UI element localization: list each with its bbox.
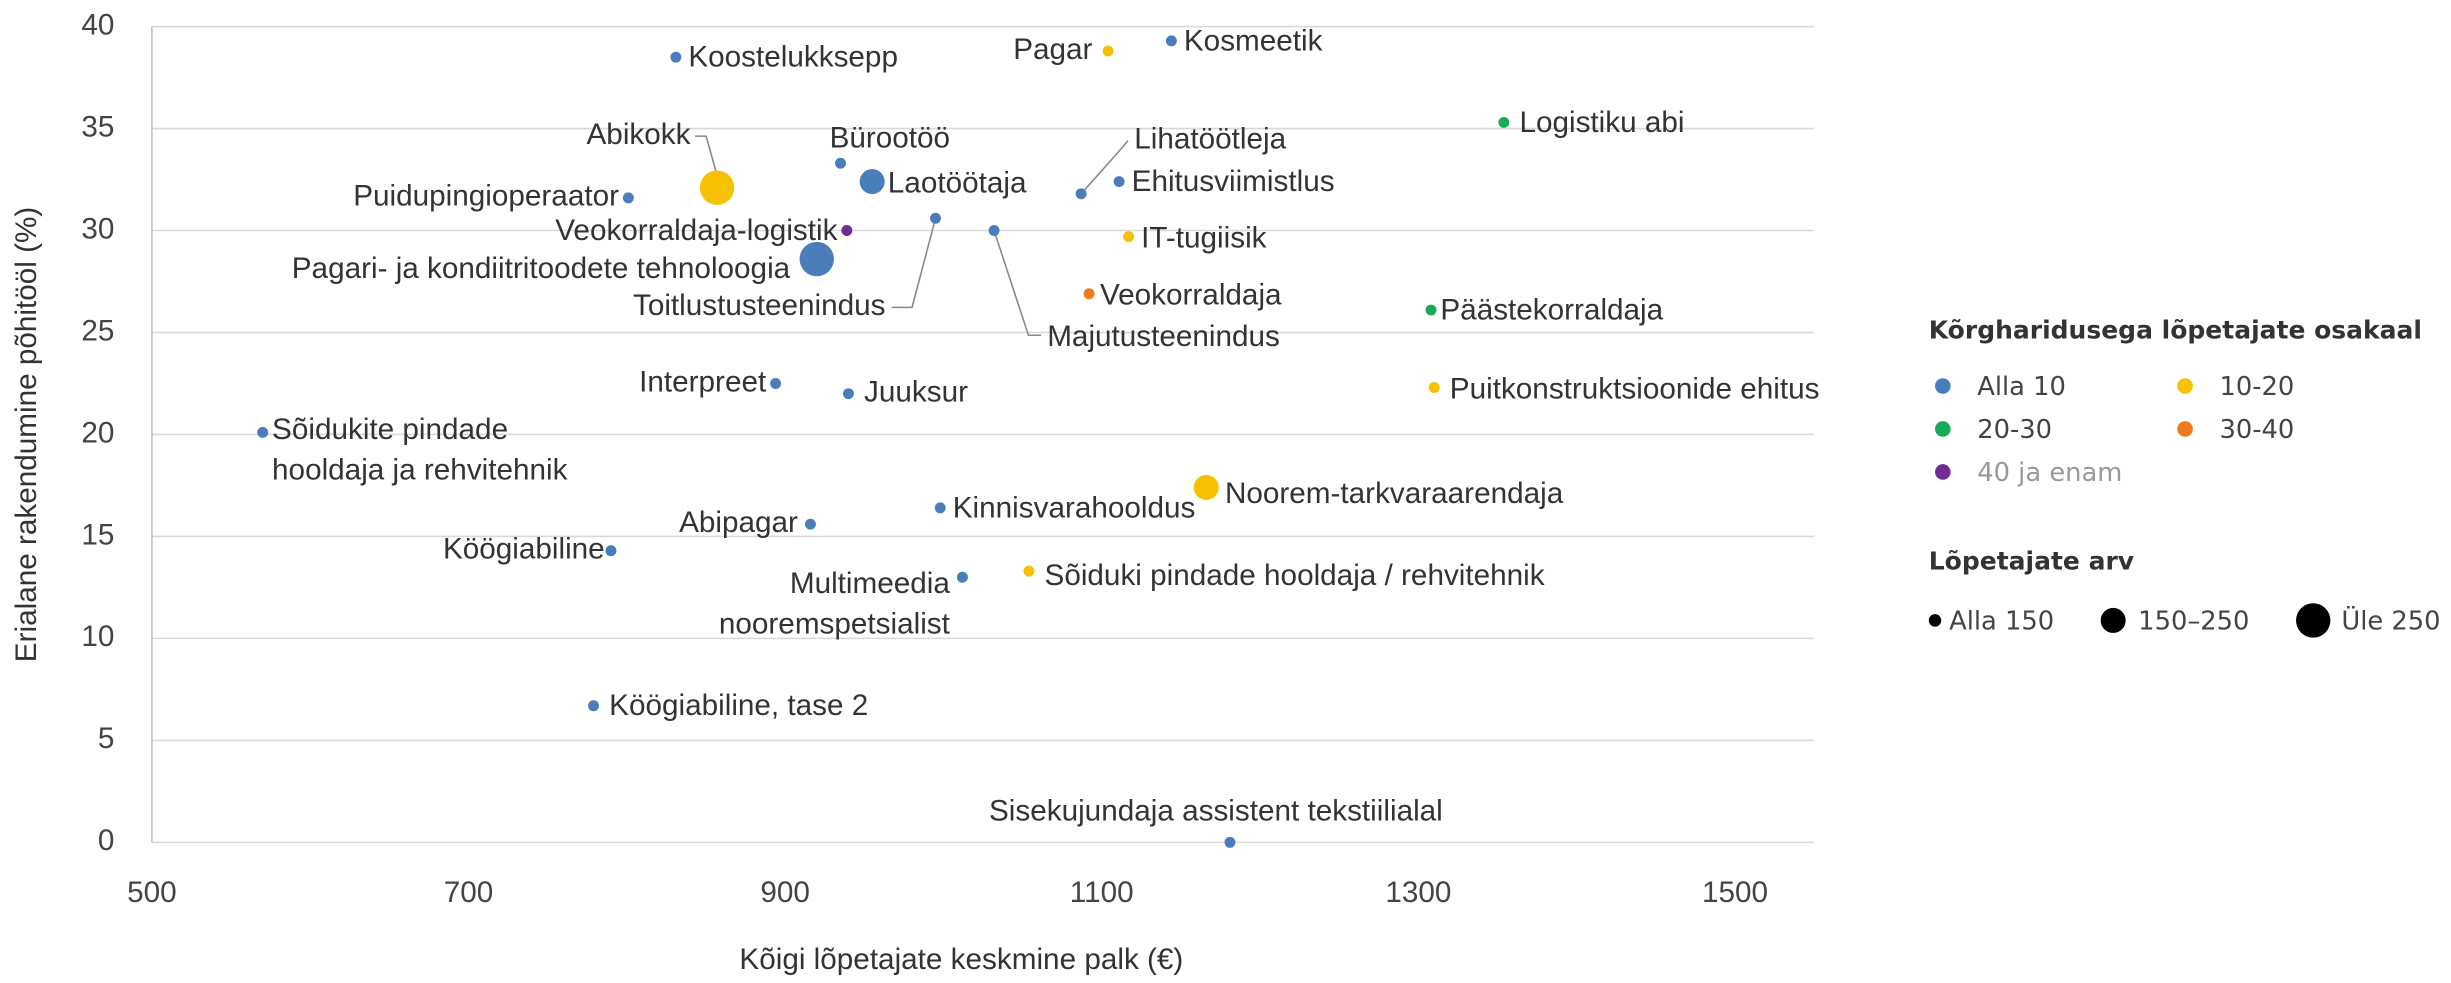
legend-marker xyxy=(1935,378,1951,394)
x-tick-label: 1500 xyxy=(1702,876,1768,909)
point xyxy=(622,192,634,204)
legend-label: 10-20 xyxy=(2219,372,2294,402)
point xyxy=(1428,382,1440,394)
point xyxy=(1083,288,1095,300)
point xyxy=(1123,231,1135,243)
point xyxy=(842,388,854,400)
point xyxy=(934,502,946,514)
point xyxy=(930,212,941,224)
point xyxy=(859,169,885,195)
point xyxy=(956,571,968,583)
point-label: Sõiduki pindade hooldaja / rehvitehnik xyxy=(1045,559,1545,592)
size-legend-title: Lõpetajate arv xyxy=(1929,547,2134,576)
y-tick-label: 20 xyxy=(81,416,114,449)
leader-line xyxy=(695,135,718,176)
point-label: IT-tugiisik xyxy=(1141,222,1267,255)
point xyxy=(770,378,782,389)
point-label: Juuksur xyxy=(864,376,968,409)
point xyxy=(588,700,600,712)
x-tick-label: 1300 xyxy=(1385,876,1451,909)
y-tick-label: 35 xyxy=(81,110,114,143)
point-label: Laotöötaja xyxy=(888,167,1027,200)
point-label: Lihatöötleja xyxy=(1134,123,1286,156)
point xyxy=(1102,45,1114,57)
size-legend-marker xyxy=(2296,603,2331,638)
point xyxy=(835,157,846,169)
point xyxy=(804,518,816,530)
point-label: Toitlustusteenindus xyxy=(633,289,886,322)
y-tick-label: 40 xyxy=(81,8,114,41)
point xyxy=(1425,304,1437,316)
point xyxy=(1498,116,1510,128)
x-tick-label: 500 xyxy=(127,876,177,909)
point xyxy=(1165,35,1177,47)
point xyxy=(1193,474,1219,500)
point xyxy=(1023,565,1035,577)
point-label: Kosmeetik xyxy=(1184,24,1323,57)
point-label: Bürootöö xyxy=(830,122,951,155)
point-label: Multimeedia nooremspetsialist xyxy=(719,567,951,641)
point-label: Pagari- ja kondiitritoodete tehnoloogia xyxy=(292,252,791,285)
x-axis-label: Kõigi lõpetajate keskmine palk (€) xyxy=(739,943,1183,976)
y-tick-label: 5 xyxy=(98,722,115,755)
point xyxy=(799,241,834,277)
point-label: Sõidukite pindade hooldaja ja rehvitehnik xyxy=(272,413,568,487)
legend-label: 30-40 xyxy=(2219,415,2294,445)
y-tick-label: 10 xyxy=(81,620,114,653)
point-label: Köögiabiline xyxy=(443,533,605,566)
point-label: Abipagar xyxy=(679,506,798,539)
point-label: Ehitusviimistlus xyxy=(1132,165,1335,198)
y-tick-label: 30 xyxy=(81,212,114,245)
point xyxy=(670,51,682,63)
legend-marker xyxy=(2177,378,2193,394)
y-tick-label: 0 xyxy=(98,824,115,857)
point xyxy=(1075,188,1087,200)
point xyxy=(1224,836,1236,848)
legend-label: Alla 10 xyxy=(1977,372,2066,402)
legend-label: 20-30 xyxy=(1977,415,2052,445)
leader-line xyxy=(1080,140,1129,195)
leader-line xyxy=(891,218,937,309)
size-legend-label: Üle 250 xyxy=(2341,604,2440,636)
legend-marker xyxy=(1935,464,1951,480)
point-label: Pagar xyxy=(1013,33,1092,66)
point xyxy=(605,545,617,557)
x-tick-label: 700 xyxy=(444,876,494,909)
legend-title: Kõrgharidusega lõpetajate osakaal xyxy=(1929,315,2422,344)
size-legend-label: Alla 150 xyxy=(1949,606,2054,636)
point xyxy=(988,225,1000,236)
size-legend-marker xyxy=(2100,607,2126,633)
y-tick-label: 15 xyxy=(81,518,114,551)
point-label: Puidupingioperaator xyxy=(353,180,619,213)
leader-line xyxy=(993,230,1041,337)
point-label: Interpreet xyxy=(639,365,767,398)
point-label: Noorem-tarkvaraarendaja xyxy=(1225,477,1564,510)
point-label: Veokorraldaja xyxy=(1100,279,1282,312)
point-label: Majutusteenindus xyxy=(1047,320,1280,353)
point xyxy=(841,225,853,236)
x-tick-label: 1100 xyxy=(1070,876,1134,909)
point-label: Sisekujundaja assistent tekstiilialal xyxy=(989,794,1443,827)
point-label: Abikokk xyxy=(587,118,691,151)
point-label: Veokorraldaja-logistik xyxy=(555,214,837,247)
point-label: Koostelukksepp xyxy=(688,41,898,74)
y-tick-label: 25 xyxy=(81,314,114,347)
point-label: Kinnisvarahooldus xyxy=(953,491,1196,524)
x-tick-label: 900 xyxy=(760,876,810,909)
y-axis-label: Erialane rakendumine põhitööl (%) xyxy=(10,207,43,662)
point xyxy=(699,170,735,205)
point xyxy=(1113,176,1125,188)
point-label: Logistiku abi xyxy=(1519,106,1684,139)
legend-label: 40 ja enam xyxy=(1977,458,2122,488)
size-legend-marker xyxy=(1928,614,1942,627)
size-legend-label: 150–250 xyxy=(2138,606,2249,636)
legend-marker xyxy=(1935,421,1951,437)
point-label: Puitkonstruktsioonide ehitus xyxy=(1450,373,1820,406)
legend-marker xyxy=(2177,421,2193,437)
point xyxy=(257,426,269,438)
point-label: Köögiabiline, tase 2 xyxy=(609,689,868,722)
point-label: Päästekorraldaja xyxy=(1440,293,1663,326)
